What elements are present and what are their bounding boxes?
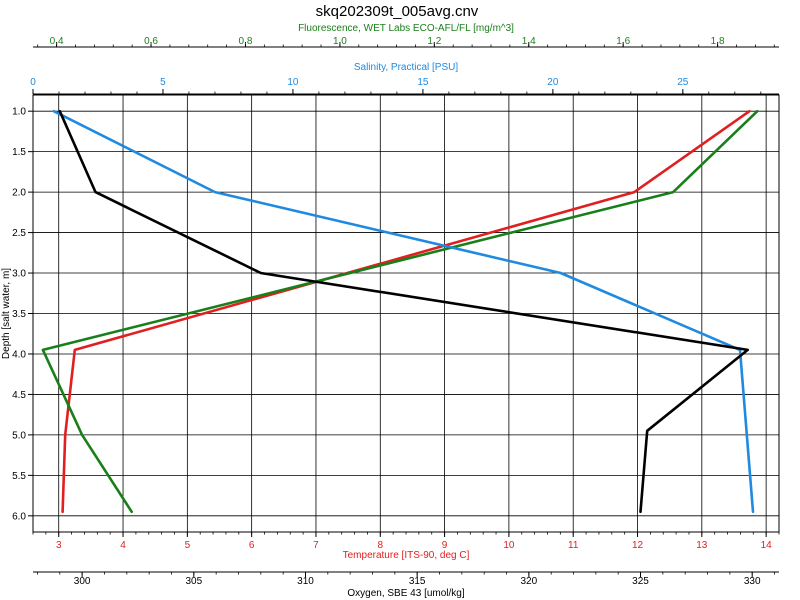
fluorescence-axis-label: Fluorescence, WET Labs ECO-AFL/FL [mg/m^… [298, 23, 514, 34]
temperature-tick-label: 10 [503, 540, 515, 551]
temperature-tick-label: 9 [442, 540, 448, 551]
series-lines [41, 109, 759, 514]
salinity-axis-label: Salinity, Practical [PSU] [354, 62, 459, 73]
y-tick-label: 1.0 [12, 107, 26, 118]
oxygen-tick-label: 310 [297, 576, 314, 587]
oxygen-tick-label: 315 [409, 576, 426, 587]
y-tick-label: 2.0 [12, 188, 26, 199]
fluorescence-tick-label: 1.4 [522, 36, 536, 47]
axes: 1.0 1.5 2.0 2.5 3.0 3.5 4.0 4.5 5.0 5.5 6.0 0.4 0.6 0… [12, 36, 780, 587]
temperature-axis-label: Temperature [ITS-90, deg C] [343, 550, 470, 561]
temperature-tick-label: 12 [632, 540, 644, 551]
temperature-tick-label: 13 [696, 540, 708, 551]
salinity-tick-label: 25 [677, 77, 689, 88]
oxygen-axis-label: Oxygen, SBE 43 [umol/kg] [347, 588, 465, 599]
y-tick-label: 4.5 [12, 390, 26, 401]
y-tick-label: 5.0 [12, 430, 26, 441]
salinity-series-line [52, 109, 755, 514]
y-tick-label: 2.5 [12, 228, 26, 239]
grid-lines [33, 95, 779, 532]
temperature-tick-label: 5 [185, 540, 191, 551]
temperature-tick-label: 6 [249, 540, 255, 551]
salinity-tick-label: 10 [287, 77, 299, 88]
salinity-tick-label: 0 [30, 77, 36, 88]
fluorescence-tick-label: 1.2 [427, 36, 441, 47]
temperature-tick-label: 3 [56, 540, 62, 551]
depth-axis-label: Depth [salt water, m] [1, 268, 12, 359]
y-tick-label: 1.5 [12, 147, 26, 158]
salinity-tick-label: 5 [160, 77, 166, 88]
fluorescence-tick-label: 1.6 [616, 36, 630, 47]
y-tick-label: 5.5 [12, 471, 26, 482]
oxygen-tick-label: 330 [744, 576, 761, 587]
oxygen-tick-label: 305 [185, 576, 202, 587]
chart-title: skq202309t_005avg.cnv [316, 3, 479, 20]
y-tick-label: 3.0 [12, 269, 26, 280]
y-tick-label: 4.0 [12, 349, 26, 360]
temperature-tick-label: 4 [120, 540, 126, 551]
fluorescence-tick-label: 0.8 [239, 36, 253, 47]
fluorescence-tick-label: 1.8 [711, 36, 725, 47]
temperature-tick-label: 7 [313, 540, 319, 551]
oxygen-tick-label: 325 [632, 576, 649, 587]
temperature-tick-label: 11 [568, 540, 579, 551]
oxygen-tick-label: 300 [74, 576, 91, 587]
y-tick-label: 3.5 [12, 309, 26, 320]
y-tick-label: 6.0 [12, 511, 26, 522]
oxygen-tick-label: 320 [521, 576, 538, 587]
fluorescence-series-line [41, 109, 759, 514]
oxygen-series-line [58, 109, 750, 514]
fluorescence-tick-label: 1.0 [333, 36, 347, 47]
temperature-tick-label: 14 [761, 540, 773, 551]
temperature-series-line [61, 109, 751, 514]
salinity-tick-label: 20 [547, 77, 559, 88]
fluorescence-tick-label: 0.4 [50, 36, 64, 47]
fluorescence-tick-label: 0.6 [144, 36, 158, 47]
temperature-tick-label: 8 [377, 540, 383, 551]
salinity-tick-label: 15 [417, 77, 429, 88]
